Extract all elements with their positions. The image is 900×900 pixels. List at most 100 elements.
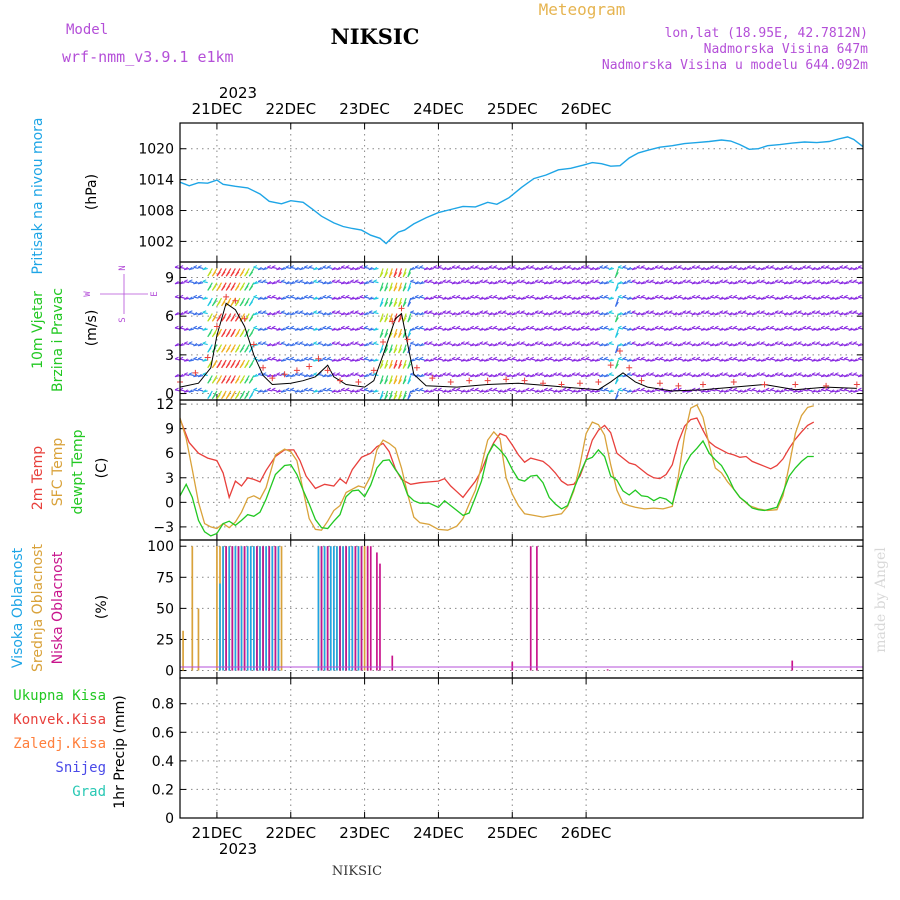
wind-barb-tick bbox=[384, 301, 389, 307]
mid-cloud-bar bbox=[197, 608, 200, 671]
wind-barb-tick bbox=[350, 296, 355, 300]
wind-barb bbox=[424, 311, 430, 315]
wind-barb-tick bbox=[451, 356, 456, 360]
wind-barb bbox=[433, 327, 439, 330]
wind-barb-tick bbox=[723, 389, 728, 393]
wind-barb bbox=[700, 311, 707, 315]
high-cloud-bar bbox=[228, 546, 231, 671]
wind-barb-tick bbox=[626, 389, 632, 393]
wind-barb-tick bbox=[825, 387, 830, 391]
wind-barb-tick bbox=[622, 294, 627, 298]
wind-barb bbox=[257, 311, 264, 315]
wind-barb-tick bbox=[197, 325, 202, 329]
wind-barb bbox=[664, 311, 670, 315]
wind-barb-tick bbox=[437, 387, 442, 391]
wind-barb-tick bbox=[506, 312, 512, 316]
wind-barb-tick bbox=[603, 356, 608, 360]
wind-barb-tick bbox=[843, 373, 848, 378]
wind-barb-tick bbox=[640, 325, 645, 329]
wind-barb-tick bbox=[603, 325, 608, 329]
wind-barb-tick bbox=[682, 279, 687, 282]
wind-barb-tick bbox=[313, 327, 318, 331]
wind-barb-tick bbox=[398, 301, 402, 307]
wind-barb-tick bbox=[830, 296, 835, 300]
bottom-day-label: 21DEC bbox=[192, 824, 243, 842]
wind-barb bbox=[253, 389, 259, 392]
wind-barb bbox=[811, 311, 817, 315]
high-cloud-bar bbox=[234, 546, 237, 671]
wind-barb bbox=[834, 311, 841, 315]
compass-n: N bbox=[118, 265, 128, 270]
wind-barb-tick bbox=[737, 310, 742, 313]
wind-barb bbox=[691, 296, 698, 299]
wind-barb bbox=[410, 280, 416, 284]
gust-mark bbox=[761, 381, 768, 388]
wind-barb-tick bbox=[497, 310, 502, 313]
wind-barb bbox=[267, 389, 273, 392]
wind-barb-tick bbox=[410, 327, 415, 331]
wind-barb bbox=[848, 280, 854, 284]
wind-barb-tick bbox=[271, 265, 276, 268]
wind-barb-tick bbox=[423, 327, 428, 331]
wind-barb-tick bbox=[322, 356, 327, 360]
wind-barb-tick bbox=[686, 327, 692, 331]
wind-barb-tick bbox=[331, 296, 336, 300]
wind-barb-tick bbox=[530, 373, 535, 378]
wind-barb-tick bbox=[571, 266, 576, 271]
wind-barb-tick bbox=[470, 294, 475, 298]
wind-barb-tick bbox=[811, 341, 816, 344]
wind-barb bbox=[650, 373, 656, 377]
wind-barb-tick bbox=[290, 387, 295, 391]
y-tick-label: 0.8 bbox=[152, 697, 174, 713]
wind-barb bbox=[673, 327, 679, 330]
wind-barb-tick bbox=[793, 341, 798, 344]
wind-barb-tick bbox=[816, 341, 821, 344]
wind-barb-tick bbox=[244, 363, 249, 369]
wind-barb-tick bbox=[543, 294, 548, 298]
wind-barb-tick bbox=[543, 387, 548, 391]
wind-barb-tick bbox=[267, 312, 272, 316]
wind-barb-tick bbox=[388, 363, 393, 369]
wind-barb-tick bbox=[654, 281, 659, 285]
wind-barb-tick bbox=[331, 266, 336, 271]
wind-barb-tick bbox=[447, 310, 451, 313]
wind-barb-tick bbox=[402, 394, 407, 400]
wind-barb bbox=[507, 358, 513, 361]
wind-barb-tick bbox=[354, 310, 359, 313]
wind-barb-tick bbox=[765, 281, 770, 285]
compass-w: W bbox=[83, 291, 93, 297]
wind-barb bbox=[784, 266, 790, 270]
wind-barb-tick bbox=[290, 281, 295, 285]
wind-barb-tick bbox=[751, 265, 756, 268]
gust-mark bbox=[595, 378, 602, 385]
wind-barb-tick bbox=[543, 325, 548, 329]
wind-barb-tick bbox=[511, 356, 516, 360]
wind-barb-tick bbox=[456, 312, 461, 316]
wind-barb bbox=[576, 311, 582, 315]
wind-barb bbox=[811, 373, 817, 377]
wind-barb-tick bbox=[350, 310, 355, 313]
wind-barb-tick bbox=[820, 281, 825, 285]
wind-barb-tick bbox=[594, 358, 599, 362]
y-tick-label: 6 bbox=[165, 446, 174, 462]
wind-barb bbox=[557, 342, 564, 346]
wind-barb bbox=[580, 389, 587, 392]
pressure-ylabel: Pritisak na nivou mora bbox=[30, 117, 46, 274]
wind-barb-tick bbox=[327, 312, 332, 316]
wind-barb-tick bbox=[806, 373, 812, 378]
wind-barb bbox=[511, 358, 518, 361]
wind-barb bbox=[640, 327, 647, 330]
wind-barb bbox=[797, 342, 804, 346]
wind-barb-tick bbox=[271, 342, 276, 347]
wind-barb bbox=[807, 266, 813, 270]
wind-barb bbox=[488, 389, 494, 392]
high-cloud-bar bbox=[246, 546, 249, 671]
wind-barb-tick bbox=[230, 301, 235, 307]
wind-barb-tick bbox=[534, 372, 539, 375]
wind-barb-tick bbox=[659, 325, 664, 329]
wind-barb-tick bbox=[853, 266, 858, 271]
wind-barb bbox=[548, 296, 554, 299]
gust-mark bbox=[484, 377, 491, 384]
wind-barb-tick bbox=[663, 310, 668, 313]
